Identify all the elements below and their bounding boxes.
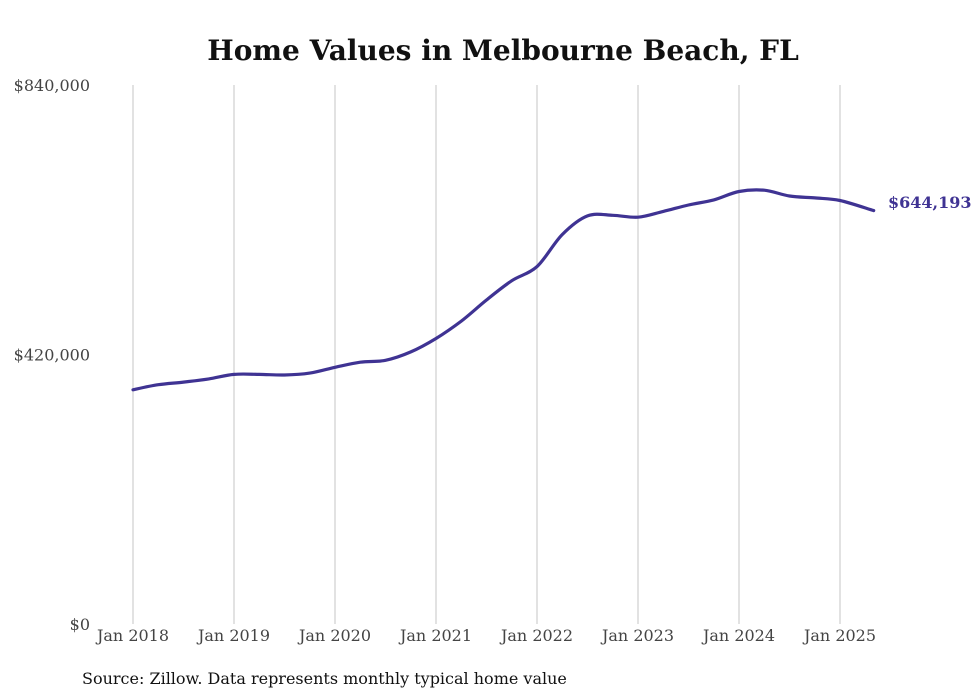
x-tick-label: Jan 2020 — [297, 626, 371, 645]
x-tick-label: Jan 2025 — [802, 626, 876, 645]
y-tick-label: $0 — [70, 615, 90, 634]
x-tick-label: Jan 2023 — [600, 626, 674, 645]
y-axis: $0 $420,000 $840,000 — [14, 76, 90, 634]
chart-title: Home Values in Melbourne Beach, FL — [207, 34, 799, 67]
y-tick-label: $840,000 — [14, 76, 90, 95]
series-line — [131, 188, 876, 392]
x-tick-label: Jan 2022 — [499, 626, 573, 645]
x-axis: Jan 2018 Jan 2019 Jan 2020 Jan 2021 Jan 2022… — [95, 626, 876, 645]
x-tick-label: Jan 2024 — [701, 626, 775, 645]
end-value-label: $644,193 — [888, 193, 972, 212]
x-tick-label: Jan 2021 — [398, 626, 472, 645]
source-note: Source: Zillow. Data represents monthly … — [82, 669, 567, 688]
x-tick-label: Jan 2018 — [95, 626, 169, 645]
series-layer — [131, 188, 876, 392]
x-tick-label: Jan 2019 — [196, 626, 270, 645]
gridlines — [132, 85, 841, 624]
y-tick-label: $420,000 — [14, 346, 90, 365]
